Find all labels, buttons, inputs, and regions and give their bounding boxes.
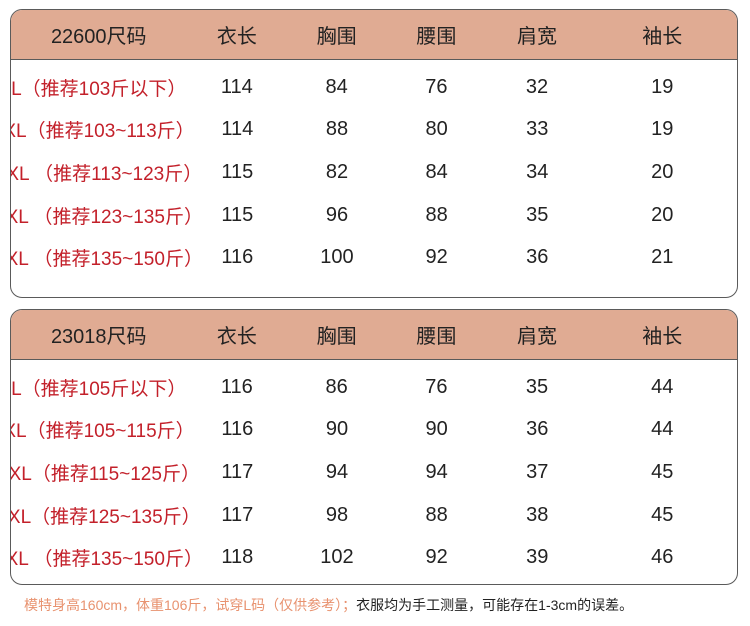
chest-value: 86 — [325, 375, 348, 398]
length-value: 117 — [221, 460, 254, 483]
header-model-size: 22600尺码 — [50, 26, 147, 48]
table-row: XL（推荐103~113斤） 114 88 80 33 19 — [11, 109, 737, 152]
header-sleeve: 袖长 — [642, 326, 683, 348]
chest-value: 90 — [325, 418, 349, 441]
sleeve-value: 45 — [651, 460, 674, 483]
waist-value: 90 — [425, 418, 448, 441]
measurement-footnote: 模特身高160cm，体重106斤，试穿L码（仅供参考）；衣服均为手工测量，可能存… — [24, 595, 633, 615]
table-row: 2XL（推荐115~125斤） 117 94 94 37 45 — [11, 451, 737, 494]
size-label: 3XL（推荐125~135斤） — [10, 506, 201, 528]
table-row: 3XL （推荐123~135斤） 115 96 88 35 20 — [11, 194, 737, 237]
size-label: L（推荐105斤以下） — [11, 378, 187, 400]
sleeve-value: 44 — [651, 375, 674, 398]
header-waist: 腰围 — [416, 326, 457, 348]
chest-value: 84 — [325, 75, 348, 98]
length-value: 117 — [221, 503, 254, 526]
shoulder-value: 35 — [526, 203, 549, 226]
size-label: 4XL （推荐135~150斤） — [10, 549, 203, 571]
shoulder-value: 39 — [526, 546, 549, 569]
size-label: 2XL （推荐113~123斤） — [10, 163, 203, 185]
sleeve-value: 46 — [651, 546, 674, 569]
sleeve-value: 20 — [651, 160, 674, 183]
length-value: 114 — [220, 75, 253, 98]
measurement-error-note: 衣服均为手工测量，可能存在1-3cm的误差。 — [356, 597, 634, 613]
waist-value: 76 — [425, 75, 448, 98]
shoulder-value: 36 — [526, 418, 549, 441]
chest-value: 88 — [325, 118, 349, 141]
size-label: 3XL （推荐123~135斤） — [10, 206, 203, 228]
length-value: 115 — [221, 203, 254, 226]
waist-value: 76 — [425, 375, 448, 398]
header-length: 衣长 — [216, 26, 257, 48]
table-row: 4XL （推荐135~150斤） 116 100 92 36 21 — [11, 236, 737, 279]
shoulder-value: 36 — [526, 246, 549, 269]
size-label: XL（推荐105~115斤） — [10, 421, 195, 443]
sleeve-value: 20 — [651, 203, 674, 226]
length-value: 116 — [221, 246, 254, 269]
header-sleeve: 袖长 — [642, 26, 683, 48]
table-row: L（推荐105斤以下） 116 86 76 35 44 — [11, 366, 737, 409]
chest-value: 96 — [325, 203, 349, 226]
size-label: 2XL（推荐115~125斤） — [10, 463, 200, 485]
shoulder-value: 34 — [526, 160, 549, 183]
waist-value: 94 — [425, 460, 448, 483]
header-shoulder: 肩宽 — [517, 26, 558, 48]
waist-value: 92 — [425, 246, 448, 269]
model-info-note: 模特身高160cm，体重106斤，试穿L码（仅供参考）； — [24, 597, 357, 613]
size-label: 4XL （推荐135~150斤） — [10, 249, 203, 271]
length-value: 118 — [221, 546, 254, 569]
size-table-23018: 23018尺码 衣长 胸围 腰围 肩宽 袖长 L（推荐105斤以下） 116 8… — [10, 309, 738, 585]
shoulder-value: 38 — [526, 503, 549, 526]
shoulder-value: 32 — [525, 75, 549, 98]
sleeve-value: 45 — [651, 503, 674, 526]
length-value: 114 — [221, 118, 254, 141]
waist-value: 88 — [425, 503, 448, 526]
header-length: 衣长 — [216, 326, 257, 348]
size-label: L（推荐103斤以下） — [11, 78, 187, 100]
shoulder-value: 37 — [526, 460, 549, 483]
header-shoulder: 肩宽 — [517, 326, 558, 348]
length-value: 116 — [221, 418, 254, 441]
table-row: 3XL（推荐125~135斤） 117 98 88 38 45 — [11, 494, 737, 537]
chest-value: 94 — [325, 460, 349, 483]
header-chest: 胸围 — [316, 326, 357, 348]
sleeve-value: 19 — [651, 118, 674, 141]
sleeve-value: 21 — [651, 246, 674, 269]
waist-value: 80 — [425, 118, 448, 141]
table-header-row: 23018尺码 衣长 胸围 腰围 肩宽 袖长 — [11, 310, 737, 360]
table-row: 2XL （推荐113~123斤） 115 82 84 34 20 — [11, 151, 737, 194]
waist-value: 88 — [425, 203, 448, 226]
header-waist: 腰围 — [416, 26, 457, 48]
size-label: XL（推荐103~113斤） — [10, 121, 195, 143]
waist-value: 84 — [425, 160, 448, 183]
header-model-size: 23018尺码 — [50, 326, 147, 348]
waist-value: 92 — [425, 546, 448, 569]
size-table-22600: 22600尺码 衣长 胸围 腰围 肩宽 袖长 L（推荐103斤以下） 114 8… — [10, 9, 738, 298]
table-row: XL（推荐105~115斤） 116 90 90 36 44 — [11, 409, 737, 452]
table-row: 4XL （推荐135~150斤） 118 102 92 39 46 — [11, 536, 737, 579]
length-value: 115 — [221, 160, 254, 183]
table-row: L（推荐103斤以下） 114 84 76 32 19 — [11, 66, 737, 109]
shoulder-value: 33 — [526, 118, 549, 141]
chest-value: 102 — [320, 546, 354, 569]
table-header-row: 22600尺码 衣长 胸围 腰围 肩宽 袖长 — [11, 10, 737, 60]
sleeve-value: 19 — [651, 75, 674, 98]
chest-value: 98 — [325, 503, 349, 526]
chest-value: 82 — [325, 160, 349, 183]
header-chest: 胸围 — [316, 26, 357, 48]
shoulder-value: 35 — [525, 375, 549, 398]
chest-value: 100 — [320, 246, 354, 269]
sleeve-value: 44 — [651, 418, 674, 441]
length-value: 116 — [220, 375, 253, 398]
